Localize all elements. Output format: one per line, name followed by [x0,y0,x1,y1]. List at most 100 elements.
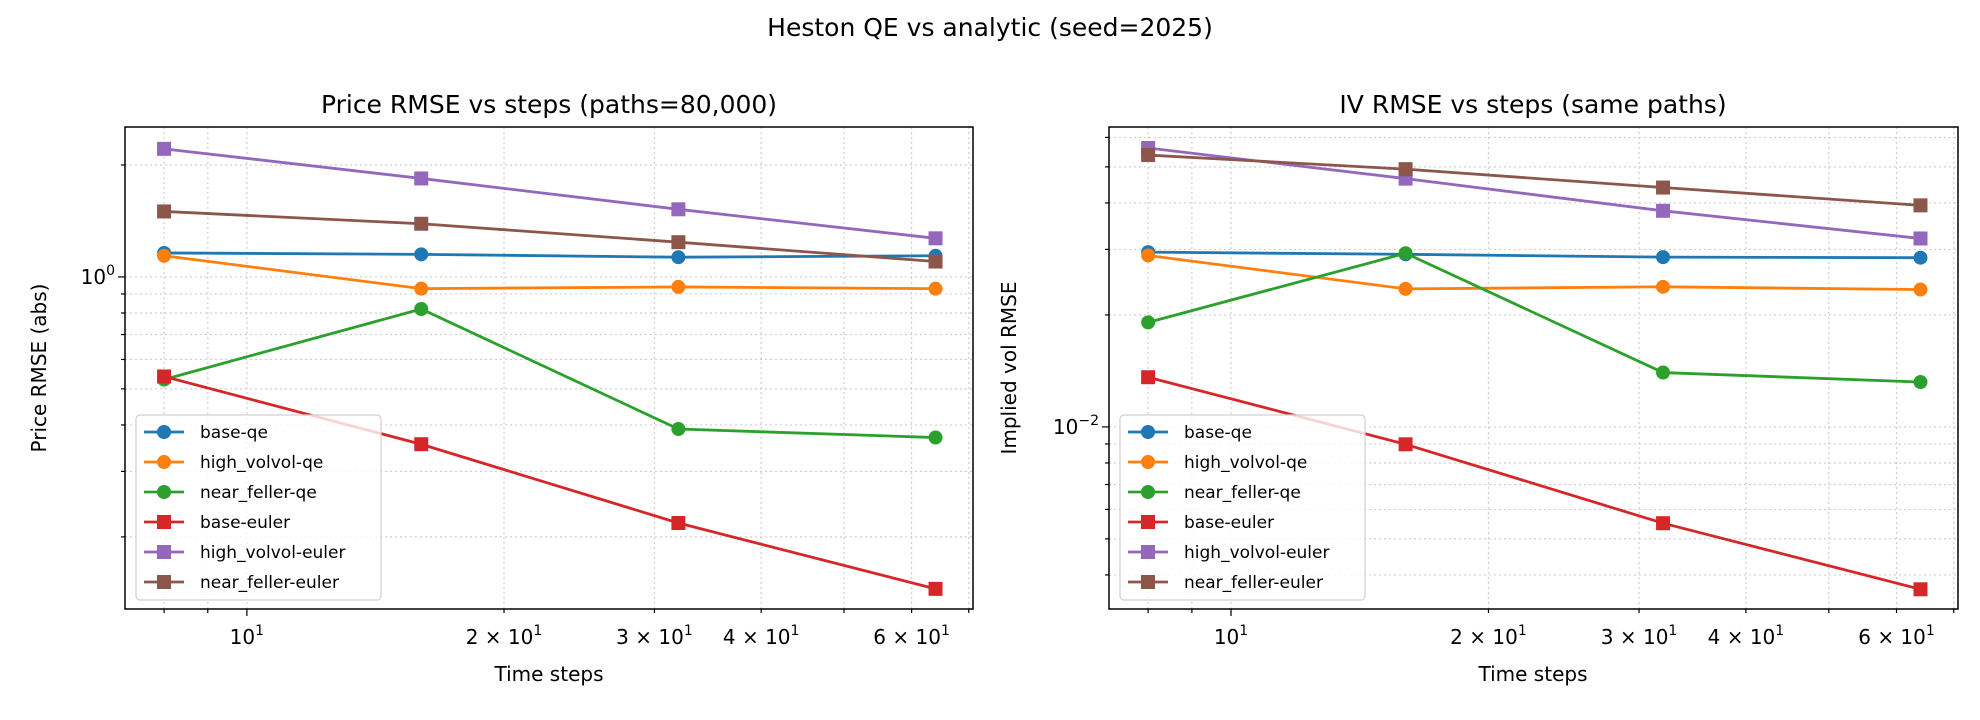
legend-marker [157,485,171,499]
legend-label: high_volvol-euler [1184,543,1329,563]
legend-item: base-euler [144,513,290,533]
x-tick-label: 4 × 101 [723,623,800,649]
legend-marker [1141,455,1155,469]
plot-frame [1108,126,1959,610]
series-line [164,210,936,263]
series-line [1147,254,1921,291]
data-point [1913,375,1928,390]
data-point [414,171,429,186]
legend-label: near_feller-qe [200,483,317,503]
legend-item: high_volvol-euler [144,543,345,563]
data-point [1398,437,1413,452]
series-line [1147,251,1921,384]
data-point [1398,281,1413,296]
x-tick-label: 3 × 101 [1601,623,1678,649]
x-axis-label: Time steps [1478,662,1588,686]
x-tick-label: 2 × 101 [1450,623,1527,649]
x-tick-label: 6 × 101 [873,623,950,649]
legend-item: near_feller-qe [1128,483,1301,503]
series-line [1147,375,1921,591]
x-tick-label: 4 × 101 [1708,623,1785,649]
data-point [928,281,943,296]
legend-marker [1141,545,1155,559]
legend-marker [1141,425,1155,439]
data-point [157,248,172,263]
legend-item: high_volvol-qe [1128,453,1307,473]
legend-item: high_volvol-qe [144,453,323,473]
plot-frame [124,126,974,610]
legend-item: near_feller-euler [144,573,339,593]
series-base-qe [1141,245,1928,265]
iv-rmse-chart: IV RMSE vs steps (same paths) Time steps… [997,90,1959,686]
series-high_volvol-qe [1141,248,1928,297]
legend-marker [1141,485,1155,499]
data-point [414,247,429,262]
data-point [1141,248,1156,263]
data-point [1398,162,1413,177]
data-point [157,204,172,219]
data-point [671,515,686,530]
legend: base-qe high_volvol-qe near_feller-qe base-… [1119,414,1366,601]
legend: base-qe high_volvol-qe near_feller-qe base-… [135,414,382,601]
x-tick-label: 3 × 101 [616,623,693,649]
x-tick-label: 101 [1214,623,1248,649]
y-tick-label: 100 [81,263,115,289]
legend-marker [157,425,171,439]
series-line [1148,153,1921,207]
data-point [1913,198,1928,213]
price-rmse-chart: Price RMSE vs steps (paths=80,000) Time … [27,90,974,686]
legend-marker [1141,515,1155,529]
series-base-euler [157,369,943,596]
legend-label: high_volvol-qe [1184,453,1307,473]
data-point [414,301,429,316]
series-line [163,307,936,439]
legend-marker [1141,575,1155,589]
data-point [414,437,429,452]
data-point [671,422,686,437]
series-near_feller-euler [157,204,943,269]
data-point [671,279,686,294]
data-point [1656,516,1671,531]
series-near_feller-qe [1141,246,1928,390]
data-point [1913,250,1928,265]
series-base-qe [157,245,943,265]
legend-marker [157,455,171,469]
series-near_feller-euler [1141,148,1928,213]
data-point [1398,246,1413,261]
legend-marker [157,575,171,589]
data-point [1656,365,1671,380]
series-high_volvol-euler [157,141,943,246]
data-point [671,235,686,250]
data-point [157,369,172,384]
data-point [671,250,686,265]
data-point [1913,231,1928,246]
legend-box [135,414,382,601]
legend-label: base-qe [1184,423,1252,443]
legend-box [1119,414,1366,601]
y-axis-label: Price RMSE (abs) [27,284,51,453]
legend-label: base-euler [200,513,290,533]
data-point [928,581,943,596]
legend-label: high_volvol-euler [200,543,345,563]
data-point [1141,148,1156,163]
data-point [671,202,686,217]
y-axis-label: Implied vol RMSE [997,281,1021,454]
data-point [928,254,943,269]
data-point [1656,180,1671,195]
chart-title: IV RMSE vs steps (same paths) [1339,90,1726,119]
figure-title: Heston QE vs analytic (seed=2025) [767,13,1213,42]
series-line [163,254,936,291]
chart-title: Price RMSE vs steps (paths=80,000) [321,90,777,119]
legend-item: near_feller-qe [144,483,317,503]
data-point [1656,250,1671,265]
legend-item: base-qe [1128,423,1252,443]
legend-label: near_feller-qe [1184,483,1301,503]
legend-label: near_feller-euler [200,573,339,593]
data-point [928,231,943,246]
series-high_volvol-qe [157,248,943,296]
series-high_volvol-euler [1141,140,1928,246]
legend-label: base-euler [1184,513,1274,533]
data-point [157,141,172,156]
series-line [1148,250,1921,260]
series-line [163,375,936,591]
